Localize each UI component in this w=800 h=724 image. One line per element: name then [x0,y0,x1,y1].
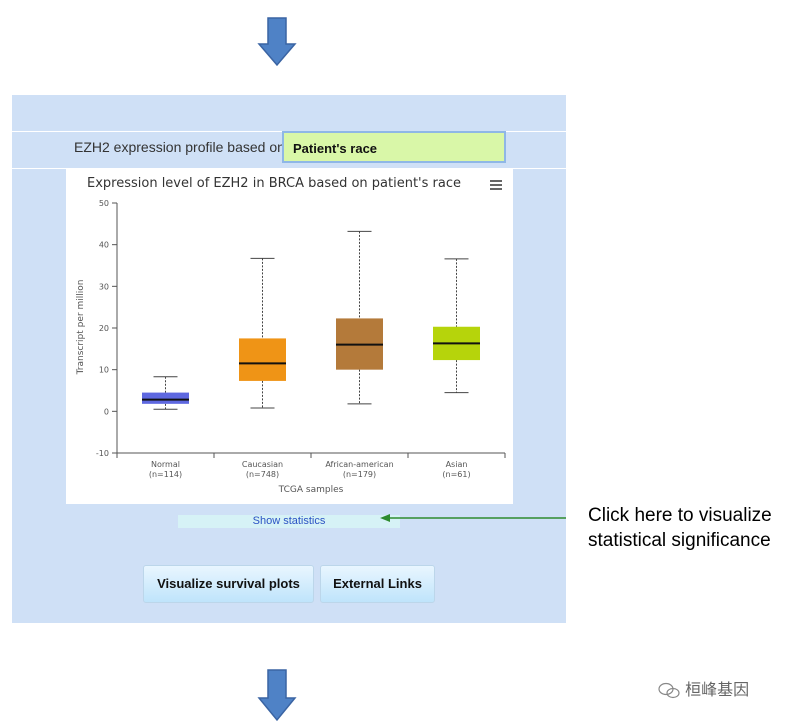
watermark: 桓峰基因 [658,676,749,700]
show-statistics-link[interactable]: Show statistics [178,515,400,528]
boxplot-chart: Expression level of EZH2 in BRCA based o… [76,176,506,495]
x-count-label: (n=114) [149,470,182,479]
y-tick-label: 20 [99,324,109,333]
wechat-icon [658,682,680,698]
x-count-label: (n=61) [442,470,470,479]
race-select[interactable]: Patient's race [282,131,506,163]
annotation-line-2: statistical significance [588,530,771,551]
y-tick-label: 0 [104,407,109,416]
y-tick-label: 30 [99,282,109,291]
divider [12,168,566,169]
chart-card: Expression level of EZH2 in BRCA based o… [66,169,513,504]
y-axis-label: Transcript per million [76,280,86,376]
annotation-text: Click here to visualize statistical sign… [588,503,772,553]
x-tick-label: Normal [151,460,180,469]
visualize-survival-plots-button[interactable]: Visualize survival plots [143,565,314,603]
down-arrow-icon [257,17,297,67]
y-tick-label: 40 [99,241,109,250]
external-links-button[interactable]: External Links [320,565,435,603]
box-african-american [336,230,383,405]
x-count-label: (n=179) [343,470,376,479]
y-tick-label: 50 [99,199,109,208]
annotation-line-1: Click here to visualize [588,505,772,526]
down-arrow-icon [257,669,297,722]
y-tick-label: -10 [96,449,109,458]
y-tick-label: 10 [99,366,109,375]
x-axis-label: TCGA samples [278,485,344,495]
x-tick-label: Asian [446,460,468,469]
profile-label: EZH2 expression profile based on [74,139,285,155]
x-count-label: (n=748) [246,470,279,479]
menu-icon[interactable] [490,180,502,190]
x-tick-label: African-american [325,460,393,469]
iqr-box [142,392,189,404]
box-asian [433,258,480,394]
box-normal [142,376,189,410]
annotation-arrow-icon [380,514,566,522]
chart-title: Expression level of EZH2 in BRCA based o… [87,176,461,191]
watermark-text: 桓峰基因 [685,680,750,699]
iqr-box [239,338,286,381]
x-tick-label: Caucasian [242,460,283,469]
box-caucasian [239,257,286,409]
